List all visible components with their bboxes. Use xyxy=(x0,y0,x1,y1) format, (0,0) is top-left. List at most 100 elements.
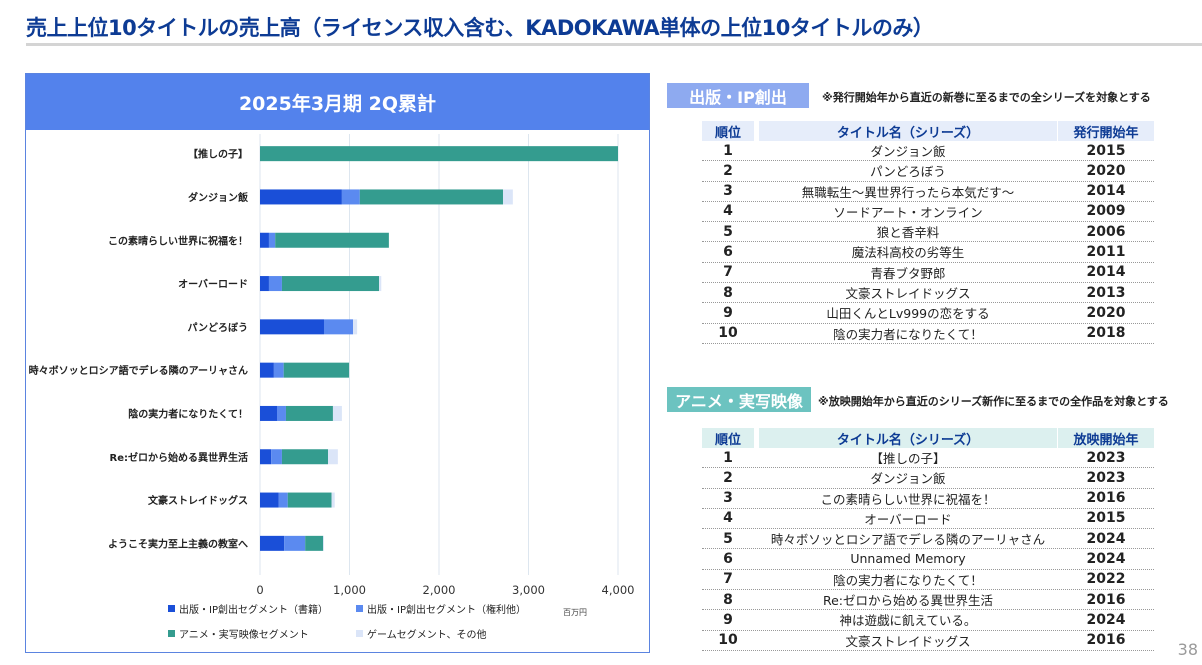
bar-segment xyxy=(341,189,360,205)
legend-label: 出版・IP創出セグメント（書籍） xyxy=(179,605,328,616)
title-cell: この素晴らしい世界に祝福を！ xyxy=(820,491,996,507)
table-row: 1 ダンジョン飯 2015 xyxy=(702,141,1154,162)
year-cell: 2009 xyxy=(1086,203,1126,220)
table-row: 5 狼と香辛料 2006 xyxy=(702,222,1154,243)
legend-item-game-other: ゲームセグメント、その他 xyxy=(356,626,487,641)
bar-segment xyxy=(275,232,389,248)
year-cell: 2024 xyxy=(1086,530,1126,547)
bar-segment xyxy=(323,319,354,335)
x-tick-label: 2,000 xyxy=(423,583,456,597)
title-cell: オーバーロード xyxy=(864,511,952,527)
header-title: タイトル名（シリーズ） xyxy=(759,121,1057,141)
stacked-bar-chart: 0 1,000 2,000 3,000 4,000 【推しの子】ダンジョン飯この素晴らしい… xyxy=(29,134,634,597)
rank-cell: 9 xyxy=(723,611,733,628)
category-label: 【推しの子】 xyxy=(188,148,248,161)
bar-segment xyxy=(331,492,335,508)
rank-cell: 8 xyxy=(723,284,733,301)
table-row: 9 山田くんとLv999の恋をする 2020 xyxy=(702,303,1154,324)
title-cell: Unnamed Memory xyxy=(850,551,966,567)
bar-segment xyxy=(268,276,282,292)
bar-segment xyxy=(283,362,350,378)
category-label: オーバーロード xyxy=(178,279,248,291)
rank-cell: 10 xyxy=(718,325,738,342)
year-cell: 2014 xyxy=(1086,264,1126,281)
bar-segment xyxy=(268,232,276,248)
publishing-table: 順位 タイトル名（シリーズ） 発行開始年 1 ダンジョン飯 2015 2 パンどろぼう 2… xyxy=(702,121,1154,344)
legend-item-anime: アニメ・実写映像セグメント xyxy=(168,626,309,641)
title-cell: 文豪ストレイドッグス xyxy=(845,633,971,649)
table-header: 順位 タイトル名（シリーズ） 発行開始年 xyxy=(702,121,1154,141)
bar-segment xyxy=(273,362,284,378)
legend-label: ゲームセグメント、その他 xyxy=(367,630,487,641)
rank-cell: 6 xyxy=(723,243,733,260)
bar-segment xyxy=(271,449,282,465)
rank-cell: 7 xyxy=(723,264,733,281)
category-label: 時々ボソッとロシア語でデレる隣のアーリャさん xyxy=(29,364,248,377)
bar-segment xyxy=(328,449,338,465)
table-row: 10 文豪ストレイドッグス 2016 xyxy=(702,631,1154,651)
bar-segment xyxy=(379,276,382,292)
publishing-note: ※発行開始年から直近の新巻に至るまでの全シリーズを対象とする xyxy=(822,91,1151,104)
x-tick-label: 0 xyxy=(256,583,263,597)
unit-label: 百万円 xyxy=(563,608,587,617)
title-cell: 無職転生～異世界行ったら本気だす～ xyxy=(801,184,1015,200)
year-cell: 2020 xyxy=(1086,304,1126,321)
bar-segment xyxy=(305,535,324,551)
rank-cell: 7 xyxy=(723,571,733,588)
title-divider xyxy=(26,43,1202,46)
bar-segment xyxy=(260,492,279,508)
chart-panel: 2025年3月期 2Q累計 0 1,000 2,000 3,000 4,000 【推しの子… xyxy=(25,73,650,653)
page-title: 売上上位10タイトルの売上高（ライセンス収入含む、KADOKAWA単体の上位10… xyxy=(26,16,934,40)
rank-cell: 6 xyxy=(723,550,733,567)
bar-segment xyxy=(260,449,272,465)
year-cell: 2016 xyxy=(1086,632,1126,649)
category-label: ようこそ実力至上主義の教室へ xyxy=(108,537,248,550)
title-cell: 魔法科高校の劣等生 xyxy=(851,245,965,261)
year-cell: 2020 xyxy=(1086,162,1126,179)
title-cell: 文豪ストレイドッグス xyxy=(845,286,971,302)
rank-cell: 8 xyxy=(723,591,733,608)
x-tick-label: 1,000 xyxy=(333,583,366,597)
bar-segment xyxy=(281,276,380,292)
category-label: パンどろぼう xyxy=(188,321,249,334)
anime-section-tag: アニメ・実写映像 xyxy=(667,387,811,412)
table-row: 3 無職転生～異世界行ったら本気だす～ 2014 xyxy=(702,182,1154,202)
title-cell: パンどろぼう xyxy=(870,164,946,180)
header-rank: 順位 xyxy=(702,428,754,448)
year-cell: 2016 xyxy=(1086,591,1126,608)
title-cell: 陰の実力者になりたくて！ xyxy=(833,326,983,342)
legend-item-publishing-books: 出版・IP創出セグメント（書籍） xyxy=(168,601,328,616)
bar-segment xyxy=(284,535,306,551)
legend-label: アニメ・実写映像セグメント xyxy=(179,630,309,641)
rank-cell: 3 xyxy=(723,183,733,200)
legend-swatch xyxy=(356,630,363,637)
table-row: 4 ソードアート・オンライン 2009 xyxy=(702,202,1154,223)
header-title: タイトル名（シリーズ） xyxy=(759,428,1057,448)
year-cell: 2024 xyxy=(1086,611,1126,628)
x-tick-label: 3,000 xyxy=(512,583,545,597)
table-row: 5 時々ボソッとロシア語でデレる隣のアーリャさん 2024 xyxy=(702,529,1154,550)
rank-cell: 3 xyxy=(723,490,733,507)
header-year: 発行開始年 xyxy=(1058,121,1154,141)
bar-segment xyxy=(260,146,618,162)
title-cell: 山田くんとLv999の恋をする xyxy=(826,306,990,322)
header-year: 放映開始年 xyxy=(1058,428,1154,448)
rank-cell: 1 xyxy=(723,449,733,466)
publishing-section-tag: 出版・IP創出 xyxy=(667,83,809,108)
table-row: 10 陰の実力者になりたくて！ 2018 xyxy=(702,324,1154,344)
year-cell: 2016 xyxy=(1086,490,1126,507)
year-cell: 2018 xyxy=(1086,325,1126,342)
bar-segment xyxy=(359,189,503,205)
table-row: 1 【推しの子】 2023 xyxy=(702,448,1154,469)
table-row: 2 パンどろぼう 2020 xyxy=(702,161,1154,182)
bar-segment xyxy=(260,189,342,205)
rank-cell: 4 xyxy=(723,203,733,220)
bar-segment xyxy=(260,232,269,248)
title-cell: ソードアート・オンライン xyxy=(833,204,983,220)
rank-cell: 1 xyxy=(723,142,733,159)
table-row: 8 文豪ストレイドッグス 2013 xyxy=(702,283,1154,304)
table-row: 7 青春ブタ野郎 2014 xyxy=(702,263,1154,284)
legend-swatch xyxy=(168,630,175,637)
year-cell: 2023 xyxy=(1086,469,1126,486)
table-row: 6 Unnamed Memory 2024 xyxy=(702,549,1154,570)
